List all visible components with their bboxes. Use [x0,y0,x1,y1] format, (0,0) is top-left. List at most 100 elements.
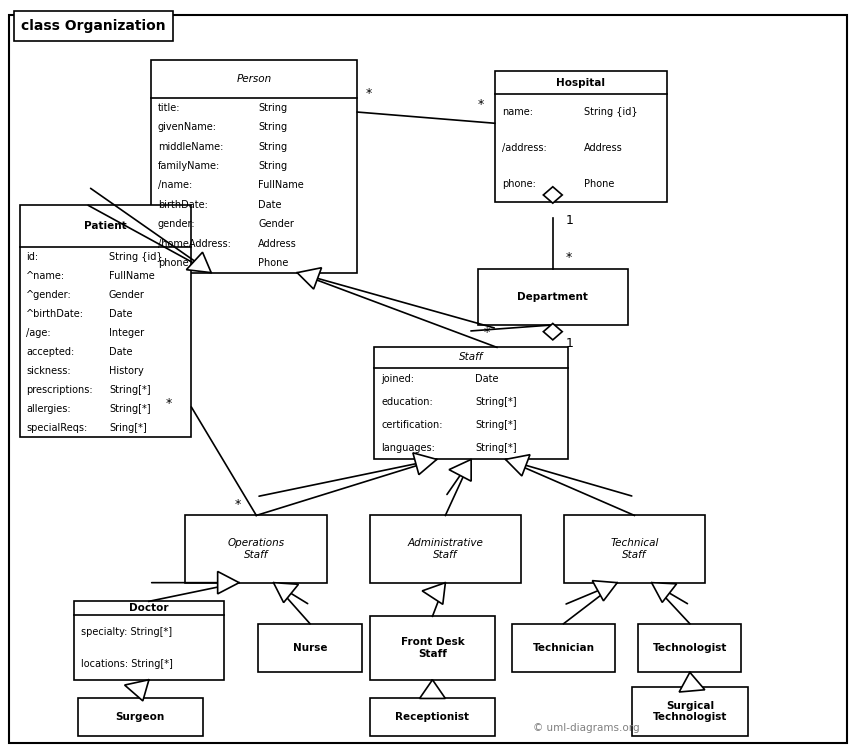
Text: /name:: /name: [158,180,192,190]
FancyBboxPatch shape [14,11,173,41]
Text: Gender: Gender [258,219,294,229]
Text: Integer: Integer [109,327,144,338]
Text: *: * [235,498,241,511]
Text: String: String [258,142,287,152]
Text: locations: String[*]: locations: String[*] [81,659,173,669]
Text: accepted:: accepted: [27,347,75,356]
Polygon shape [218,571,239,594]
Text: String[*]: String[*] [109,403,150,414]
Text: prescriptions:: prescriptions: [27,385,93,394]
FancyBboxPatch shape [374,347,568,459]
FancyBboxPatch shape [370,698,494,736]
FancyBboxPatch shape [563,515,705,583]
Text: String {id}: String {id} [584,108,638,117]
Text: *: * [477,99,484,111]
Text: id:: id: [27,252,39,261]
Text: String[*]: String[*] [475,443,517,453]
Text: title:: title: [158,103,181,113]
Text: /homeAddress:: /homeAddress: [158,238,230,249]
Text: birthDate:: birthDate: [158,199,208,210]
Polygon shape [422,583,445,604]
Text: givenName:: givenName: [158,123,217,132]
Text: Technician: Technician [532,643,594,653]
Text: Date: Date [109,309,132,318]
Text: /age:: /age: [27,327,51,338]
Polygon shape [544,323,562,340]
Polygon shape [652,583,677,602]
Text: *: * [166,397,172,410]
FancyBboxPatch shape [477,269,628,325]
Text: *: * [366,87,372,100]
FancyBboxPatch shape [74,601,224,680]
Text: ^birthDate:: ^birthDate: [27,309,84,318]
Text: 1: 1 [566,214,574,227]
Text: Phone: Phone [584,179,615,189]
Text: Date: Date [475,374,499,384]
Text: Doctor: Doctor [129,604,169,613]
Text: phone:: phone: [158,258,192,268]
FancyBboxPatch shape [512,624,615,672]
Text: String {id}: String {id} [109,252,163,261]
FancyBboxPatch shape [20,205,192,437]
Text: FullName: FullName [258,180,304,190]
Text: certification:: certification: [381,420,443,430]
Text: 1: 1 [566,338,574,350]
FancyBboxPatch shape [151,60,357,273]
Polygon shape [420,680,445,698]
FancyBboxPatch shape [370,616,494,680]
Text: String[*]: String[*] [109,385,150,394]
Polygon shape [125,680,149,701]
Text: Phone: Phone [258,258,289,268]
Polygon shape [449,459,471,481]
Text: String: String [258,103,287,113]
Text: Staff: Staff [459,353,483,362]
FancyBboxPatch shape [638,624,741,672]
Text: Department: Department [518,292,588,302]
Text: ^gender:: ^gender: [27,290,72,300]
FancyBboxPatch shape [370,515,520,583]
FancyBboxPatch shape [186,515,327,583]
Text: Operations
Staff: Operations Staff [228,539,285,560]
Text: Address: Address [258,238,297,249]
Text: History: History [109,365,144,376]
Polygon shape [544,187,562,203]
Text: Front Desk
Staff: Front Desk Staff [401,637,464,659]
FancyBboxPatch shape [632,687,748,736]
Text: Date: Date [258,199,282,210]
Polygon shape [679,672,705,692]
Text: Nurse: Nurse [292,643,328,653]
Text: Technologist: Technologist [653,643,727,653]
Polygon shape [187,252,212,273]
Polygon shape [593,580,617,601]
Text: Person: Person [237,74,272,84]
FancyBboxPatch shape [494,71,666,202]
Text: Sring[*]: Sring[*] [109,423,147,433]
Text: String: String [258,123,287,132]
Text: String[*]: String[*] [475,420,517,430]
Text: familyName:: familyName: [158,161,220,171]
Text: phone:: phone: [501,179,536,189]
Text: ^name:: ^name: [27,270,65,281]
Text: specialReqs:: specialReqs: [27,423,88,433]
Text: middleName:: middleName: [158,142,224,152]
Text: *: * [566,252,572,264]
Polygon shape [298,267,322,289]
Text: Hospital: Hospital [556,78,605,87]
Text: String[*]: String[*] [475,397,517,407]
Text: allergies:: allergies: [27,403,71,414]
FancyBboxPatch shape [9,15,847,743]
Text: FullName: FullName [109,270,155,281]
Polygon shape [273,583,298,603]
FancyBboxPatch shape [78,698,203,736]
Text: Surgeon: Surgeon [116,712,165,722]
Text: © uml-diagrams.org: © uml-diagrams.org [533,723,640,734]
Text: specialty: String[*]: specialty: String[*] [81,627,172,636]
Text: joined:: joined: [381,374,415,384]
Text: /address:: /address: [501,143,546,153]
Text: Administrative
Staff: Administrative Staff [408,539,483,560]
Text: Receptionist: Receptionist [396,712,470,722]
Text: languages:: languages: [381,443,435,453]
Text: education:: education: [381,397,433,407]
Text: Surgical
Technologist: Surgical Technologist [653,701,728,722]
Text: Gender: Gender [109,290,144,300]
